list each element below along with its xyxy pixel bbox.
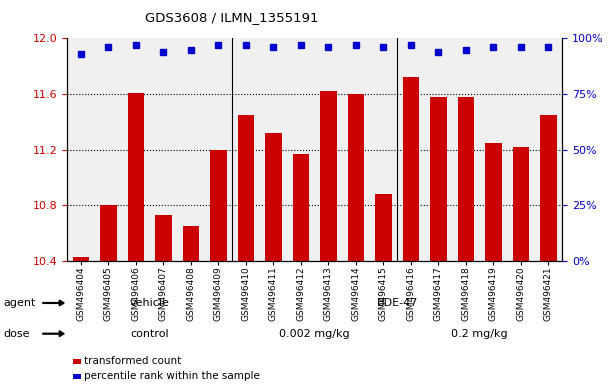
Bar	[100, 205, 117, 384]
Bar	[238, 115, 254, 384]
Bar	[403, 78, 419, 384]
Bar	[348, 94, 364, 384]
Text: 0.2 mg/kg: 0.2 mg/kg	[452, 329, 508, 339]
Text: vehicle: vehicle	[130, 298, 170, 308]
Bar	[540, 115, 557, 384]
Bar	[155, 215, 172, 384]
Text: GDS3608 / ILMN_1355191: GDS3608 / ILMN_1355191	[145, 12, 319, 25]
Bar	[265, 133, 282, 384]
Text: control: control	[130, 329, 169, 339]
Bar	[458, 97, 474, 384]
Bar	[485, 143, 502, 384]
Bar	[513, 147, 529, 384]
Bar	[128, 93, 144, 384]
Text: dose: dose	[3, 329, 29, 339]
Bar	[320, 91, 337, 384]
Bar	[293, 154, 309, 384]
Bar	[210, 150, 227, 384]
Bar	[375, 194, 392, 384]
Bar	[73, 257, 89, 384]
Text: BDE-47: BDE-47	[376, 298, 418, 308]
Bar	[430, 97, 447, 384]
Text: agent: agent	[3, 298, 35, 308]
Text: transformed count: transformed count	[84, 356, 181, 366]
Text: percentile rank within the sample: percentile rank within the sample	[84, 371, 260, 381]
Text: 0.002 mg/kg: 0.002 mg/kg	[279, 329, 350, 339]
Bar	[183, 226, 199, 384]
